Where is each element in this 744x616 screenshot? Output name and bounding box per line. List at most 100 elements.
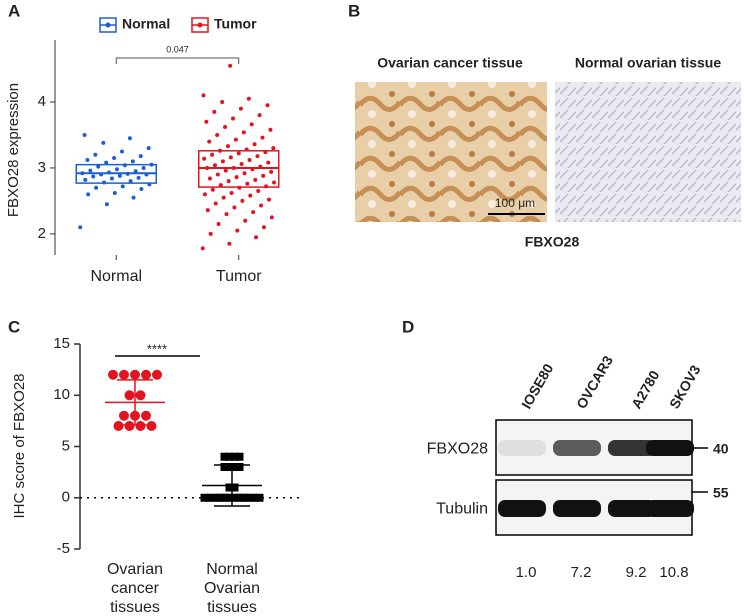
point xyxy=(104,202,109,207)
point xyxy=(108,369,118,380)
panel-label: B xyxy=(348,1,360,20)
point xyxy=(91,174,96,179)
point xyxy=(220,99,225,104)
scale-bar-label: 100 μm xyxy=(495,196,535,210)
point xyxy=(225,463,234,471)
point xyxy=(93,152,98,157)
point xyxy=(228,155,233,160)
point xyxy=(265,103,270,108)
point xyxy=(257,113,262,118)
point xyxy=(114,167,119,172)
point xyxy=(235,493,244,502)
point xyxy=(204,119,209,124)
point xyxy=(242,171,247,176)
point xyxy=(101,140,106,145)
point xyxy=(82,132,87,137)
point xyxy=(119,410,129,421)
point xyxy=(235,463,244,471)
point xyxy=(228,63,233,68)
panel-label: D xyxy=(402,317,414,336)
point xyxy=(251,210,256,215)
point xyxy=(212,109,217,114)
point xyxy=(247,158,252,163)
marker-label: 55 xyxy=(713,485,729,501)
image-title: Normal ovarian tissue xyxy=(575,55,721,71)
point xyxy=(200,493,209,502)
point xyxy=(220,159,225,164)
band xyxy=(553,440,601,456)
point xyxy=(259,203,264,208)
point xyxy=(225,493,234,502)
y-tick-label: 5 xyxy=(62,437,70,454)
lane-label: OVCAR3 xyxy=(573,353,616,412)
point xyxy=(261,173,266,178)
row-label: FBXO28 xyxy=(427,441,488,458)
point xyxy=(131,195,136,200)
point xyxy=(139,187,144,192)
panel-label: A xyxy=(8,1,20,20)
point xyxy=(113,421,124,431)
point xyxy=(88,168,93,173)
band xyxy=(646,500,694,517)
quantification: 1.0 xyxy=(516,564,537,581)
point xyxy=(130,159,135,164)
x-tick-label: tissues xyxy=(207,599,257,616)
point xyxy=(269,215,274,220)
point xyxy=(220,493,229,502)
point xyxy=(233,137,238,142)
point xyxy=(238,106,243,111)
point xyxy=(207,139,212,144)
point xyxy=(226,179,231,184)
point xyxy=(78,225,83,230)
point xyxy=(269,169,274,174)
point xyxy=(249,122,254,127)
point xyxy=(210,493,219,502)
point xyxy=(246,96,251,101)
bracket xyxy=(115,57,240,64)
point xyxy=(235,228,240,233)
lane-label: A2780 xyxy=(628,367,663,411)
point xyxy=(243,218,248,223)
point xyxy=(248,193,253,198)
caption: FBXO28 xyxy=(525,234,580,250)
quantification: 9.2 xyxy=(626,564,647,581)
point xyxy=(235,452,244,461)
quantification: 10.8 xyxy=(659,564,688,581)
y-tick-label: -5 xyxy=(57,540,70,557)
tissue-image xyxy=(555,82,741,222)
point xyxy=(208,231,213,236)
band xyxy=(608,500,656,517)
panel-label: C xyxy=(8,317,20,336)
point xyxy=(253,177,258,182)
point xyxy=(236,151,241,156)
point xyxy=(124,390,135,401)
significance: **** xyxy=(147,341,167,356)
point xyxy=(223,125,228,130)
point xyxy=(146,421,157,431)
point xyxy=(220,452,229,461)
row-label: Tubulin xyxy=(436,501,488,518)
band xyxy=(553,500,601,517)
y-tick-label: 10 xyxy=(53,386,70,403)
point xyxy=(135,390,146,401)
band xyxy=(498,440,546,456)
point xyxy=(120,149,125,154)
x-tick-label: tissues xyxy=(110,599,160,616)
point xyxy=(128,179,133,184)
point xyxy=(104,160,109,165)
point xyxy=(255,154,260,159)
point xyxy=(261,225,266,230)
point xyxy=(130,369,140,380)
point xyxy=(86,192,91,197)
point xyxy=(240,198,245,203)
x-tick-label: Ovarian xyxy=(204,580,260,597)
point xyxy=(119,369,129,380)
band xyxy=(608,440,656,456)
point xyxy=(127,136,132,141)
point xyxy=(271,146,276,151)
point xyxy=(83,177,88,182)
point xyxy=(109,176,114,181)
y-tick-label: 0 xyxy=(62,489,70,506)
point xyxy=(141,410,151,421)
point xyxy=(112,156,117,161)
